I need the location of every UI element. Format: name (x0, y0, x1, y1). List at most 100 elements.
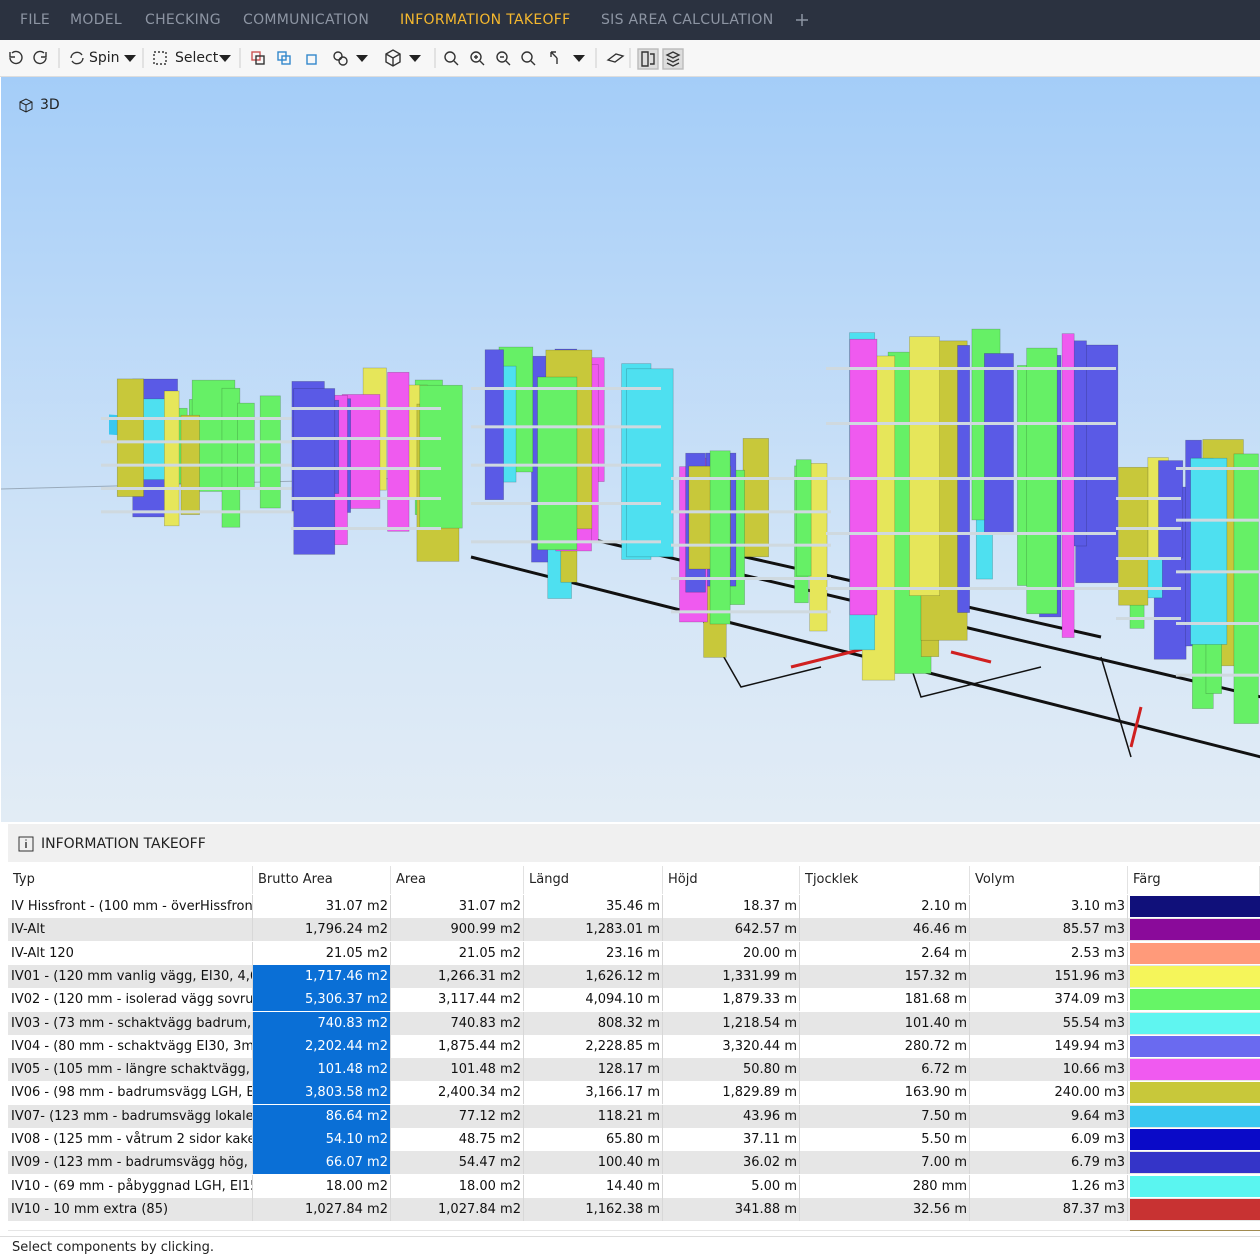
view-label: 3D (40, 97, 60, 113)
cell-type: IV10 - (69 mm - påbyggnad LGH, EI15... (8, 1174, 253, 1198)
table-row[interactable]: IV08 - (125 mm - våtrum 2 sidor kakel...… (8, 1128, 1260, 1151)
floor-slab (1176, 622, 1260, 625)
cell-value: 7.50 m (800, 1104, 970, 1128)
menu-item[interactable]: MODEL (70, 12, 123, 28)
cell-value: 6.09 m3 (970, 1128, 1128, 1151)
cell-value: 2.64 m (800, 941, 970, 965)
redo[interactable] (33, 50, 47, 65)
column-header[interactable]: Färg (1128, 866, 1260, 894)
column-header[interactable]: Längd (524, 866, 663, 894)
floor-slab (1116, 617, 1181, 620)
select-button[interactable]: Select (175, 50, 219, 66)
model-element (626, 368, 674, 558)
cell-value: 5.50 m (800, 1128, 970, 1151)
model-element (237, 402, 255, 490)
cell-value: 54.10 m2 (253, 1128, 391, 1151)
column-header[interactable]: Tjocklek (800, 866, 970, 894)
cell-value: 4,094.10 m (524, 988, 663, 1012)
floor-slab (1116, 587, 1181, 590)
spin-button[interactable]: Spin (89, 50, 120, 66)
menu-item[interactable]: COMMUNICATION (243, 12, 370, 28)
cell-value: 1.26 m3 (970, 1174, 1128, 1198)
column-header[interactable]: Brutto Area (253, 866, 391, 894)
table-row[interactable]: IV-Alt 120 21.05 m2 21.05 m2 23.16 m 20.00 m… (8, 941, 1260, 965)
model-element (984, 353, 1014, 535)
table-row[interactable]: IV04 - (80 mm - schaktvägg EI30, 3m) 2,20… (8, 1034, 1260, 1058)
table-row[interactable]: IV02 - (120 mm - isolerad vägg sovru... 5… (8, 988, 1260, 1012)
color-swatch (1130, 919, 1260, 941)
model-element (1158, 460, 1184, 559)
cell-value: 20.00 m (663, 941, 800, 965)
table-row[interactable]: IV10 - 10 mm extra (85) 1,027.84 m2 1,027.… (8, 1197, 1260, 1221)
cell-value: 128.17 m (524, 1058, 663, 1082)
cell-value: 18.00 m2 (391, 1174, 524, 1198)
cell-type: IV07- (123 mm - badrumsvägg lokale... (8, 1104, 253, 1128)
column-header[interactable]: Typ (8, 866, 253, 894)
undo[interactable] (9, 50, 23, 65)
cell-type: IV09 - (123 mm - badrumsvägg hög, ... (8, 1151, 253, 1175)
cell-value: 740.83 m2 (253, 1011, 391, 1035)
color-swatch (1130, 1175, 1260, 1197)
floor-plan-red (790, 645, 1143, 748)
table-row[interactable]: IV01 - (120 mm vanlig vägg, EI30, 4,6m) 1… (8, 964, 1260, 988)
cell-type: IV Hissfront - (100 mm - överHissfron... (8, 895, 253, 918)
viewport-3d[interactable]: 3D (1, 77, 1260, 822)
model-element (419, 384, 463, 529)
floor-slab (471, 502, 661, 505)
menu-item[interactable]: INFORMATION TAKEOFF (400, 12, 571, 28)
table-row[interactable]: IV06 - (98 mm - badrumsvägg LGH, E... 3,8… (8, 1081, 1260, 1105)
cell-value: 55.54 m3 (970, 1011, 1128, 1035)
floor-slab (291, 527, 441, 530)
cell-value: 1,218.54 m (663, 1011, 800, 1035)
table-row[interactable]: IV10 - (69 mm - påbyggnad LGH, EI15... 18… (8, 1174, 1260, 1198)
cell-value: 642.57 m (663, 918, 800, 942)
cell-value: 21.05 m2 (391, 941, 524, 965)
floor-slab (671, 610, 831, 614)
floor-slab (1176, 518, 1260, 522)
floor-slab (671, 577, 831, 580)
partial-row[interactable] (8, 1230, 1260, 1231)
color-swatch (1130, 965, 1260, 987)
cell-value: 101.40 m (800, 1011, 970, 1035)
cell-value: 2,202.44 m2 (253, 1034, 391, 1058)
add-tab[interactable] (795, 13, 809, 27)
cell-value: 1,283.01 m (524, 918, 663, 942)
model-element (259, 395, 281, 509)
cell-value: 54.47 m2 (391, 1151, 524, 1175)
cell-value: 32.56 m (800, 1197, 970, 1221)
floor-slab (291, 407, 441, 410)
cell-value: 1,829.89 m (663, 1081, 800, 1105)
cell-value: 36.02 m (663, 1151, 800, 1175)
cell-value: 31.07 m2 (391, 895, 524, 918)
cell-value: 6.72 m (800, 1058, 970, 1082)
table-row[interactable]: IV07- (123 mm - badrumsvägg lokale... 86.… (8, 1104, 1260, 1128)
column-header[interactable]: Volym (970, 866, 1128, 894)
cell-value: 1,796.24 m2 (253, 918, 391, 942)
cell-value: 3,117.44 m2 (391, 988, 524, 1012)
menu-item[interactable]: FILE (20, 12, 51, 28)
menu-item[interactable]: SIS AREA CALCULATION (601, 12, 774, 28)
select-icon[interactable] (153, 51, 167, 65)
cell-value: 46.46 m (800, 918, 970, 942)
table-row[interactable]: IV-Alt 1,796.24 m2 900.99 m2 1,283.01 m 642.… (8, 918, 1260, 942)
floor-slab (1116, 497, 1181, 500)
table-row[interactable]: IV Hissfront - (100 mm - överHissfron...… (8, 895, 1260, 918)
cell-value: 1,626.12 m (524, 964, 663, 988)
menu-item[interactable]: CHECKING (145, 12, 221, 28)
spin-icon[interactable] (70, 51, 84, 65)
column-header[interactable]: Area (391, 866, 524, 894)
floor-slab (291, 497, 441, 500)
cell-value: 2.10 m (800, 895, 970, 918)
table-row[interactable]: IV09 - (123 mm - badrumsvägg hög, ... 66.… (8, 1151, 1260, 1175)
floor-slab (471, 425, 661, 429)
cell-value: 149.94 m3 (970, 1034, 1128, 1058)
column-header[interactable]: Höjd (663, 866, 800, 894)
table-row[interactable]: IV03 - (73 mm - schaktvägg badrum, ... 74… (8, 1011, 1260, 1035)
cell-value: 1,717.46 m2 (253, 964, 391, 988)
status-bar: Select components by clicking. (0, 1236, 1260, 1260)
table-row[interactable]: IV05 - (105 mm - längre schaktvägg, ... 1… (8, 1058, 1260, 1082)
cell-value: 37.11 m (663, 1128, 800, 1151)
model-element (1118, 466, 1149, 606)
model-element (795, 459, 812, 577)
model-scene (1, 328, 1260, 759)
